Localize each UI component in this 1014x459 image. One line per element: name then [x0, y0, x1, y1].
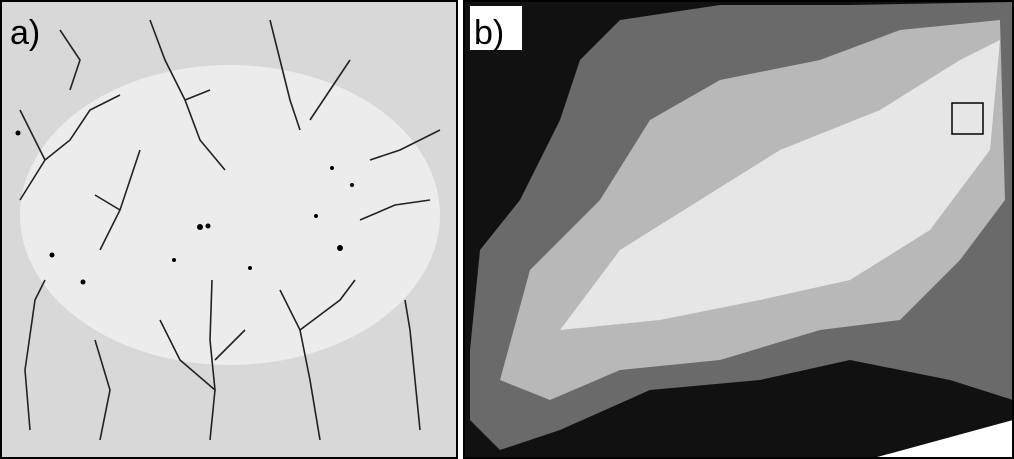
panel-label: b) — [474, 14, 504, 52]
pit — [314, 214, 318, 218]
plateau — [20, 65, 440, 365]
panel-a: a) — [1, 1, 457, 458]
panel-b: b) — [464, 1, 1013, 459]
page: a) b) (() => { const data = JSON.parse(d… — [0, 0, 1014, 459]
pit — [16, 131, 21, 136]
pit — [81, 280, 86, 285]
figure: a) b) — [0, 0, 1014, 459]
pit — [172, 258, 176, 262]
pit — [197, 224, 203, 230]
pit — [350, 183, 354, 187]
pit — [248, 266, 252, 270]
panel-label: a) — [10, 14, 40, 52]
pit — [206, 224, 211, 229]
pit — [50, 253, 55, 258]
pit — [337, 245, 343, 251]
pit — [330, 166, 334, 170]
